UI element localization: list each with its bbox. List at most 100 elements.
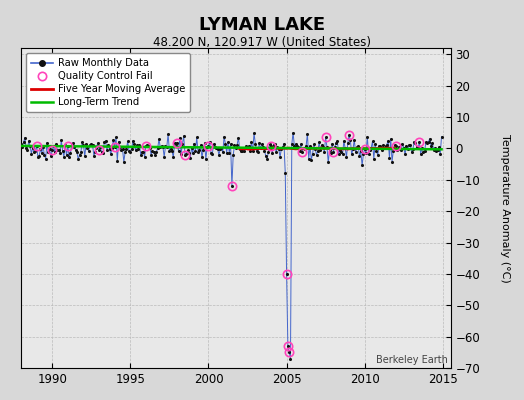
Point [75,152,84,158]
Point [407,149,416,155]
Point [103,147,111,153]
Point [212,145,221,151]
Point [51,149,59,156]
Point [105,146,114,152]
Point [392,142,400,149]
Point [94,140,102,146]
Point [169,154,178,160]
Point [203,144,211,151]
Point [135,142,144,148]
Point [113,158,122,164]
Point [369,156,378,162]
Point [238,148,246,154]
Point [82,141,90,147]
Point [291,141,300,147]
Point [48,147,57,154]
Point [436,151,444,158]
Point [182,150,191,157]
Point [247,139,256,146]
Point [396,146,404,152]
Point [215,152,223,158]
Point [237,147,245,154]
Point [353,144,361,150]
Point [56,150,64,156]
Point [41,155,50,162]
Point [63,143,72,149]
Point [161,143,170,150]
Point [395,144,403,150]
Point [423,139,431,146]
Point [410,138,418,145]
Point [143,142,151,148]
Point [333,138,342,144]
Point [138,149,146,156]
Point [304,156,313,162]
Point [17,141,25,148]
Point [277,146,286,152]
Point [336,147,344,154]
Point [403,146,412,152]
Text: LYMAN LAKE: LYMAN LAKE [199,16,325,34]
Point [354,143,363,149]
Point [371,141,379,148]
Point [405,142,413,148]
Point [428,140,436,146]
Point [288,141,296,147]
Point [192,134,201,141]
Point [424,138,433,145]
Point [195,147,203,153]
Point [111,144,119,150]
Point [432,148,441,154]
Point [183,147,192,154]
Point [200,140,209,146]
Point [154,145,162,152]
Point [124,138,132,144]
Point [139,149,148,155]
Point [54,147,63,153]
Point [165,148,173,154]
Point [285,349,293,356]
Point [186,155,194,162]
Point [406,142,414,148]
Y-axis label: Temperature Anomaly (°C): Temperature Anomaly (°C) [500,134,510,282]
Point [198,154,206,161]
Point [303,131,312,137]
Point [23,146,31,153]
Point [210,141,218,147]
Point [204,142,213,149]
Point [109,136,117,143]
Point [152,149,160,155]
Point [366,146,374,153]
Point [71,147,80,154]
Point [377,146,386,153]
Point [84,148,93,154]
Point [127,146,136,152]
Point [251,140,259,147]
Point [146,144,154,151]
Point [174,148,183,154]
Point [306,142,314,149]
Point [345,132,353,138]
Point [374,152,382,158]
Point [132,147,140,153]
Point [74,156,82,162]
Point [35,152,43,159]
Point [121,149,129,155]
Point [390,142,399,148]
Point [47,153,55,160]
Point [425,135,434,142]
Point [325,146,334,153]
Point [68,142,76,148]
Point [133,142,141,149]
Point [243,145,252,151]
Point [59,148,67,154]
Point [28,144,37,151]
Point [91,149,100,156]
Point [367,144,375,151]
Point [118,146,127,152]
Point [78,139,86,146]
Point [102,138,110,144]
Point [176,135,184,141]
Point [213,145,222,152]
Point [97,149,106,155]
